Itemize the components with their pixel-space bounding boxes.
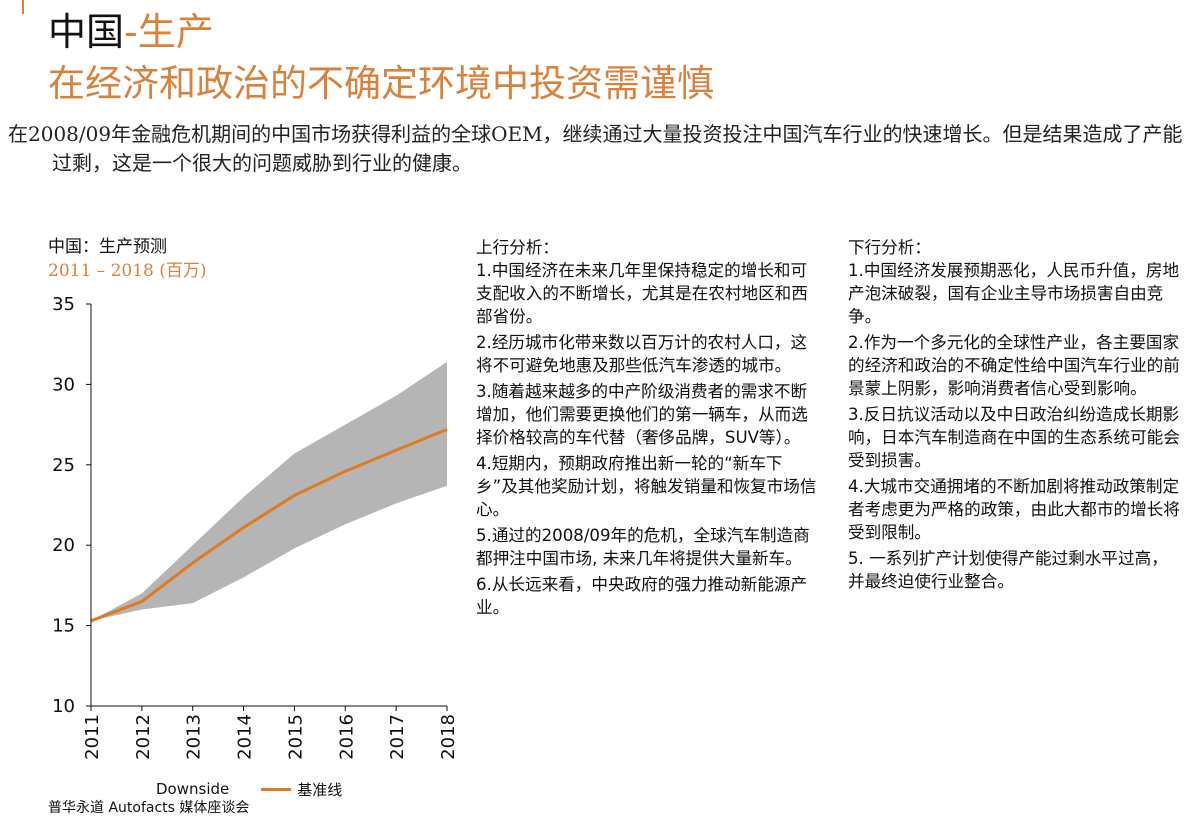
chart-subtitle: 2011 – 2018 (百万) [48, 261, 207, 281]
downside-item: 3.反日抗议活动以及中日政治纠纷造成长期影响，日本汽车制造商在中国的生态系统可能… [848, 405, 1180, 470]
chart-title: 中国：生产预测 [48, 237, 167, 257]
x-tick-label: 2016 [336, 714, 357, 760]
upside-item: 1.中国经济在未来几年里保持稳定的增长和可支配收入的不断增长，尤其是在农村地区和… [476, 261, 808, 326]
x-tick-label: 2013 [184, 714, 205, 760]
title-country: 中国 [48, 10, 125, 54]
y-tick-label: 30 [52, 374, 75, 395]
y-tick-label: 15 [52, 616, 75, 637]
lead-paragraph: 在2008/09年金融危机期间的中国市场获得利益的全球OEM，继续通过大量投资投… [8, 120, 1186, 178]
y-tick-label: 25 [52, 455, 75, 476]
legend-downside-label: Downside [156, 780, 230, 798]
x-tick-label: 2011 [82, 714, 103, 760]
downside-band [91, 361, 447, 621]
upside-item: 4.短期内，预期政府推出新一轮的“新车下乡”及其他奖励计划，将触发销量和恢复市场… [476, 454, 817, 519]
upside-item: 2.经历城市化带来数以百万计的农村人口，这将不可避免地惠及那些低汽车渗透的城市。 [476, 333, 808, 375]
downside-item: 1.中国经济发展预期恶化，人民币升值，房地产泡沫破裂，国有企业主导市场损害自由竞… [848, 261, 1180, 326]
downside-heading: 下行分析： [848, 238, 931, 257]
title-topic: -生产 [124, 10, 214, 54]
x-tick-label: 2018 [438, 714, 459, 760]
source-note: 普华永道 Autofacts 媒体座谈会 [48, 800, 250, 816]
production-forecast-chart: 10 15 20 25 30 35 2011 2012 2013 2014 2015 2016 2017… [52, 294, 459, 760]
upside-item: 5.通过的2008/09年的危机，全球汽车制造商都押注中国市场, 未来几年将提供… [476, 526, 810, 568]
legend-baseline-label: 基准线 [297, 780, 343, 799]
baseline-line [90, 428, 448, 623]
x-tick-label: 2017 [387, 714, 408, 760]
downside-analysis: 下行分析： 1.中国经济发展预期恶化，人民币升值，房地产泡沫破裂，国有企业主导市… [848, 236, 1184, 596]
upside-item: 3.随着越来越多的中产阶级消费者的需求不断增加，他们需要更换他们的第一辆车，从而… [476, 382, 808, 447]
downside-item: 4.大城市交通拥堵的不断加剧将推动政策制定者考虑更为严格的政策，由此大都市的增长… [848, 477, 1180, 542]
legend-baseline-swatch [261, 787, 292, 791]
lead-text: 在2008/09年金融危机期间的中国市场获得利益的全球OEM，继续通过大量投资投… [8, 122, 1183, 175]
x-tick-label: 2012 [133, 714, 154, 760]
downside-item: 5. 一系列扩产计划使得产能过剩水平过高， 并最终迫使行业整合。 [848, 549, 1168, 591]
upside-analysis: 上行分析： 1.中国经济在未来几年里保持稳定的增长和可支配收入的不断增长，尤其是… [476, 236, 822, 622]
downside-item: 2.作为一个多元化的全球性产业，各主要国家的经济和政治的不确定性给中国汽车行业的… [848, 333, 1180, 398]
x-tick-label: 2014 [235, 714, 256, 760]
accent-tick [22, 0, 24, 14]
x-tick-label: 2015 [285, 714, 306, 760]
y-tick-label: 10 [52, 696, 75, 717]
upside-item: 6.从长远来看，中央政府的强力推动新能源产业。 [476, 575, 808, 617]
upside-heading: 上行分析： [476, 238, 559, 257]
page-subtitle: 在经济和政治的不确定环境中投资需谨慎 [48, 62, 714, 105]
y-tick-label: 35 [52, 294, 75, 315]
y-tick-label: 20 [52, 535, 75, 556]
chart-legend: Downside 基准线 [156, 778, 342, 800]
page-title: 中国-生产 [48, 8, 214, 56]
